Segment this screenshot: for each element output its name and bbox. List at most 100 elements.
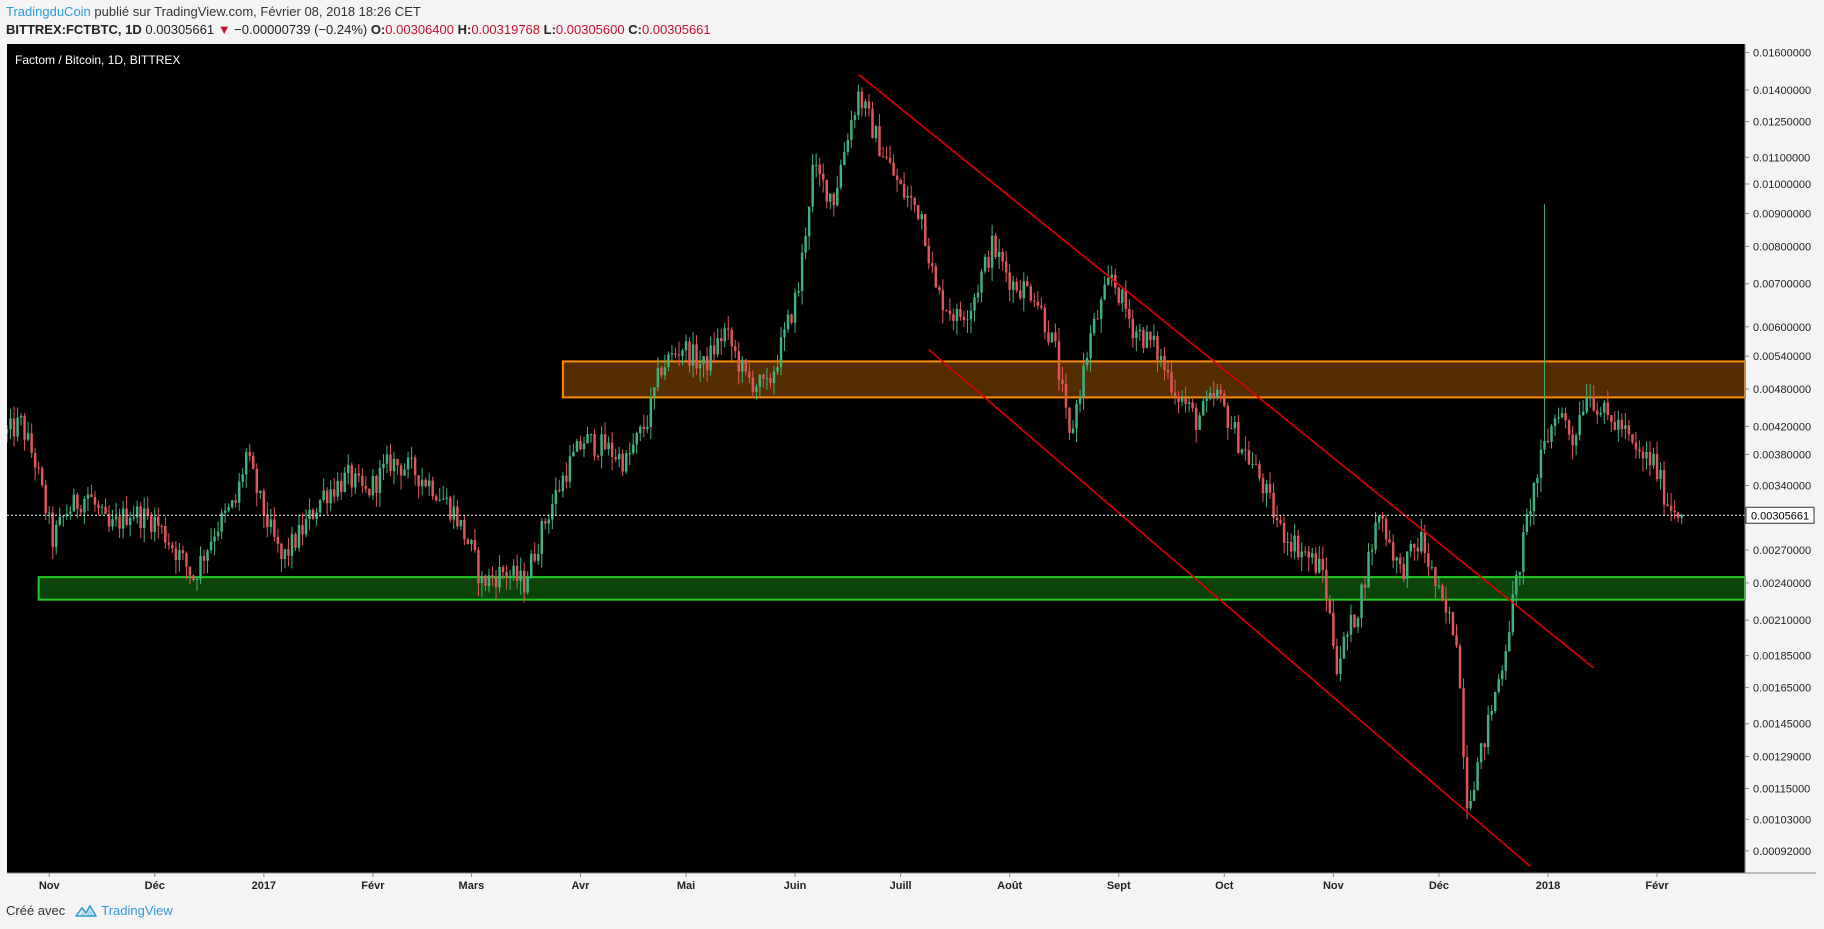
candle — [1497, 674, 1500, 694]
candle — [1303, 546, 1307, 556]
candle — [1272, 482, 1275, 525]
candle — [1216, 384, 1219, 401]
candle — [983, 254, 987, 274]
tradingview-link[interactable]: TradingView — [101, 903, 173, 918]
candle — [1040, 297, 1043, 311]
candle — [1613, 411, 1617, 431]
candle — [1391, 534, 1395, 569]
candle — [9, 409, 12, 439]
candle — [874, 125, 878, 142]
y-tick-label: 0.00165000 — [1753, 683, 1811, 695]
candle — [575, 438, 579, 452]
plot-area[interactable] — [7, 44, 1745, 873]
low-label: L: — [543, 22, 556, 37]
candle — [308, 498, 311, 530]
candle — [871, 101, 874, 139]
candle — [410, 446, 413, 469]
x-tick-label: Déc — [1429, 880, 1449, 892]
open-label: O: — [370, 22, 386, 37]
candle — [860, 87, 864, 117]
candle — [213, 528, 216, 556]
channel-line-2[interactable] — [928, 348, 1531, 868]
candle — [100, 503, 104, 516]
candle — [1377, 515, 1381, 531]
candle — [1173, 379, 1177, 405]
candle — [537, 543, 540, 566]
candle — [674, 347, 677, 359]
candle — [1631, 434, 1634, 445]
candle — [357, 464, 361, 483]
open-value: 0.00306400 — [385, 22, 454, 37]
candle — [1240, 448, 1244, 455]
candle — [1564, 407, 1567, 429]
candle — [705, 347, 709, 382]
candle — [1332, 599, 1335, 650]
zone-support[interactable] — [37, 576, 1747, 601]
candle — [558, 479, 561, 493]
y-tick-label: 0.01600000 — [1753, 48, 1811, 60]
price-chart[interactable]: Factom / Bitcoin, 1D, BITTREX 0.01600000… — [7, 44, 1816, 894]
candle — [347, 454, 350, 485]
candle — [44, 479, 47, 521]
y-tick-label: 0.00540000 — [1753, 351, 1811, 363]
zone-resistance[interactable] — [561, 360, 1746, 399]
y-tick-label: 0.01250000 — [1753, 117, 1811, 129]
candle — [368, 488, 371, 498]
candle — [529, 549, 533, 579]
candle — [832, 192, 836, 217]
candle — [1008, 264, 1011, 302]
candle — [663, 354, 667, 381]
candle — [329, 480, 332, 512]
candle — [1325, 557, 1328, 612]
channel-line-1[interactable] — [857, 73, 1595, 669]
candle — [1121, 286, 1124, 312]
candle — [1268, 471, 1272, 499]
candle — [881, 146, 885, 158]
candle — [1230, 416, 1233, 430]
candle — [825, 179, 828, 209]
candle — [1406, 551, 1409, 588]
x-tick-label: Nov — [1323, 880, 1345, 892]
candle — [269, 508, 273, 534]
author-link[interactable]: TradingduCoin — [6, 4, 91, 19]
candle — [287, 538, 290, 567]
candle — [755, 383, 758, 400]
candle — [223, 503, 227, 523]
candle — [449, 495, 452, 523]
candle — [1261, 473, 1265, 502]
x-tick-label: Mars — [459, 880, 485, 892]
candle — [1335, 638, 1339, 677]
candle — [1177, 391, 1180, 414]
y-tick-label: 0.00210000 — [1753, 615, 1811, 627]
candle — [1458, 643, 1462, 689]
candle — [1138, 323, 1142, 341]
candle — [547, 514, 551, 534]
candle — [1501, 665, 1504, 687]
candle — [1518, 571, 1522, 586]
candle — [765, 367, 769, 390]
candle — [1585, 384, 1588, 415]
candle — [1349, 604, 1353, 643]
candle — [916, 204, 920, 221]
candle — [793, 288, 797, 333]
candle — [1627, 420, 1631, 442]
tradingview-logo-icon[interactable] — [75, 904, 98, 918]
candle — [850, 110, 853, 148]
candle — [33, 447, 37, 481]
candle — [1279, 515, 1282, 526]
candle — [1360, 582, 1363, 628]
publication-line: TradingduCoin publié sur TradingView.com… — [6, 4, 421, 19]
candle — [1026, 275, 1029, 287]
candle — [804, 227, 807, 260]
x-tick-label: Mai — [677, 880, 695, 892]
candle — [1398, 553, 1402, 573]
chart-panel[interactable]: Factom / Bitcoin, 1D, BITTREX 0.01600000… — [7, 44, 1816, 894]
candle — [146, 496, 149, 520]
candle — [1603, 400, 1606, 425]
candle — [424, 477, 427, 488]
candle — [1286, 531, 1289, 556]
candle — [593, 429, 596, 461]
candle — [1011, 275, 1015, 304]
candle — [332, 478, 336, 503]
candle — [994, 232, 997, 260]
